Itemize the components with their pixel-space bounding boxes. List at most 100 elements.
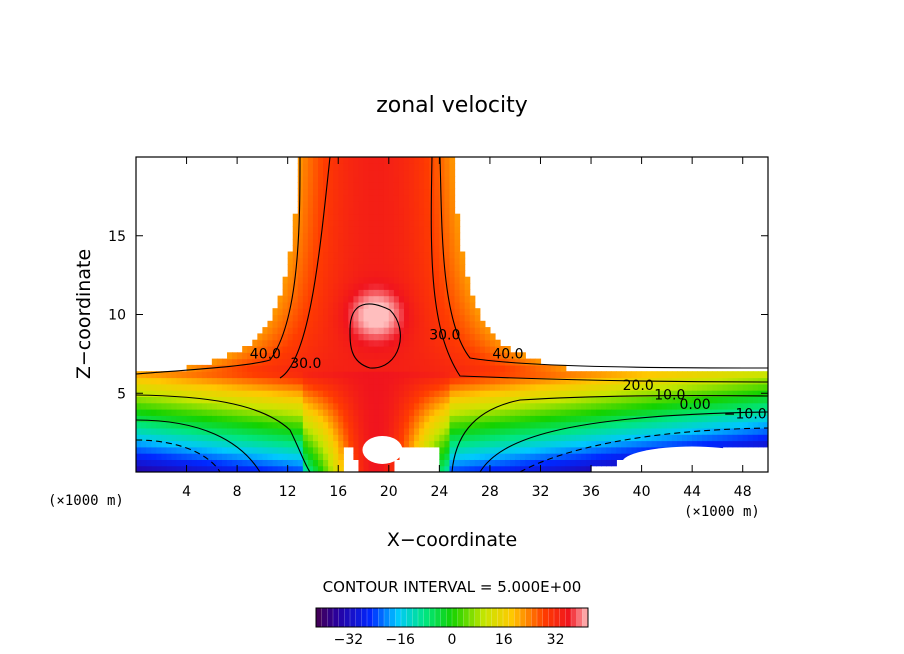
field-cell xyxy=(338,465,344,472)
field-cell xyxy=(651,390,658,397)
field-cell xyxy=(363,358,370,366)
field-cell xyxy=(338,459,344,467)
field-cell xyxy=(201,446,208,454)
field-cell xyxy=(368,346,375,353)
field-cell xyxy=(328,333,334,341)
field-cell xyxy=(570,453,577,460)
field-cell xyxy=(277,295,284,303)
field-cell xyxy=(353,352,360,360)
field-cell xyxy=(409,314,415,322)
field-cell xyxy=(459,251,466,259)
field-cell xyxy=(661,396,668,404)
field-cell xyxy=(363,415,370,423)
field-cell xyxy=(454,314,461,322)
field-cell xyxy=(297,390,304,397)
field-cell xyxy=(363,402,370,410)
field-cell xyxy=(500,465,506,472)
field-cell xyxy=(176,409,183,416)
field-cell xyxy=(449,289,456,297)
field-cell xyxy=(479,364,486,372)
field-cell xyxy=(570,390,577,397)
field-cell xyxy=(727,377,734,385)
field-cell xyxy=(560,459,567,467)
field-cell xyxy=(444,327,451,334)
field-cell xyxy=(191,377,198,385)
field-cell xyxy=(409,276,415,284)
field-cell xyxy=(403,207,410,215)
field-cell xyxy=(505,396,511,404)
field-cell xyxy=(307,226,314,234)
field-cell xyxy=(484,346,491,353)
field-cell xyxy=(348,364,355,372)
field-cell xyxy=(419,339,425,347)
field-cell xyxy=(358,232,365,240)
field-cell xyxy=(439,175,446,183)
field-cell xyxy=(717,383,724,391)
field-cell xyxy=(247,434,253,442)
field-cell xyxy=(414,427,420,435)
field-cell xyxy=(363,390,370,397)
x-unit-right: (×1000 m) xyxy=(684,504,760,520)
field-cell xyxy=(328,352,334,360)
field-cell xyxy=(484,465,491,472)
field-cell xyxy=(221,396,228,404)
field-cell xyxy=(363,314,370,322)
field-cell xyxy=(151,371,157,379)
field-cell xyxy=(469,427,476,435)
field-cell xyxy=(641,383,648,391)
field-cell xyxy=(297,459,304,467)
field-cell xyxy=(530,364,537,372)
field-cell xyxy=(358,415,365,423)
field-cell xyxy=(697,402,703,410)
field-cell xyxy=(383,188,390,196)
colorbar-segment xyxy=(452,608,459,627)
field-cell xyxy=(378,289,385,297)
field-cell xyxy=(403,440,410,448)
field-cell xyxy=(378,396,385,404)
field-cell xyxy=(727,427,734,435)
field-cell xyxy=(297,415,304,423)
field-cell xyxy=(591,446,597,454)
contour-line xyxy=(439,157,768,369)
field-cell xyxy=(398,270,405,278)
field-cell xyxy=(323,327,329,334)
field-cell xyxy=(348,377,355,385)
field-cell xyxy=(555,377,562,385)
field-cell xyxy=(333,226,339,234)
field-cell xyxy=(171,409,178,416)
field-cell xyxy=(459,371,466,379)
field-cell xyxy=(727,440,734,448)
field-cell xyxy=(312,308,319,316)
field-cell xyxy=(434,301,440,309)
field-cell xyxy=(378,427,385,435)
field-cell xyxy=(302,175,309,183)
field-cell xyxy=(682,440,688,448)
field-cell xyxy=(141,453,147,460)
field-cell xyxy=(252,390,258,397)
field-cell xyxy=(505,446,511,454)
field-cell xyxy=(484,446,491,454)
field-cell xyxy=(282,402,289,410)
field-cell xyxy=(358,327,365,334)
field-cell xyxy=(312,465,319,472)
field-cell xyxy=(515,427,521,435)
field-cell xyxy=(737,421,744,429)
field-cell xyxy=(641,434,648,442)
field-cell xyxy=(353,327,360,334)
field-cell xyxy=(520,434,526,442)
x-axis-label: X−coordinate xyxy=(387,529,517,551)
field-cell xyxy=(297,308,304,316)
field-cell xyxy=(348,327,355,334)
field-cell xyxy=(227,364,233,372)
field-cell xyxy=(373,220,380,227)
field-cell xyxy=(373,289,380,297)
field-cell xyxy=(252,446,258,454)
field-cell xyxy=(237,377,243,385)
field-cell xyxy=(661,390,668,397)
field-cell xyxy=(348,257,355,265)
field-cell xyxy=(151,383,157,391)
field-cell xyxy=(393,283,400,290)
field-cell xyxy=(176,440,183,448)
field-cell xyxy=(631,427,638,435)
field-cell xyxy=(596,434,602,442)
